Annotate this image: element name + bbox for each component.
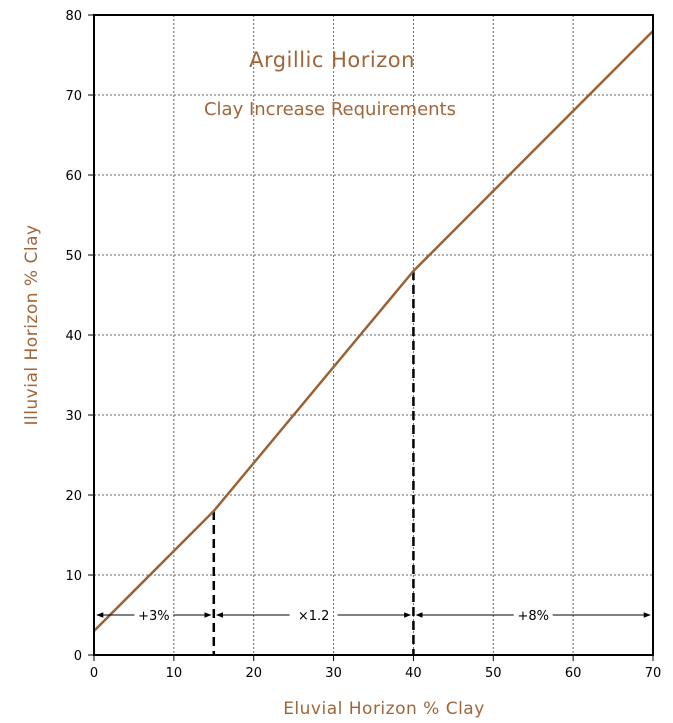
y-tick-label: 20 — [65, 489, 82, 504]
x-tick-label: 60 — [565, 666, 582, 681]
y-tick-label: 80 — [65, 9, 82, 24]
span-annotations: +3% ×1.2 +8% — [96, 609, 651, 624]
span-label: +8% — [517, 609, 549, 624]
y-tick-label: 0 — [74, 649, 82, 664]
span-label: +3% — [138, 609, 170, 624]
y-tick-label: 30 — [65, 409, 82, 424]
span-annotation: +3% — [96, 609, 212, 624]
y-tick-label: 70 — [65, 89, 82, 104]
breakpoint-drop-lines — [212, 271, 415, 655]
y-axis-title: Illuvial Horizon % Clay — [22, 224, 42, 425]
x-axis: 0 10 20 30 40 50 60 70 — [90, 655, 661, 681]
x-tick-label: 0 — [90, 666, 98, 681]
x-tick-label: 50 — [485, 666, 502, 681]
span-label: ×1.2 — [298, 609, 330, 624]
x-tick-label: 30 — [325, 666, 342, 681]
x-tick-label: 10 — [166, 666, 183, 681]
chart-title: Argillic Horizon — [249, 48, 415, 72]
chart-subtitle: Clay Increase Requirements — [204, 99, 456, 120]
y-tick-label: 10 — [65, 569, 82, 584]
y-tick-label: 50 — [65, 249, 82, 264]
x-tick-label: 20 — [245, 666, 262, 681]
series — [93, 30, 654, 632]
x-axis-title: Eluvial Horizon % Clay — [283, 699, 485, 719]
series-line — [93, 30, 654, 632]
span-annotation: +8% — [415, 609, 651, 624]
x-tick-label: 40 — [405, 666, 422, 681]
plot-frame — [93, 14, 654, 656]
y-tick-label: 40 — [65, 329, 82, 344]
span-annotation: ×1.2 — [216, 609, 412, 624]
y-axis: 0 10 20 30 40 50 60 70 80 — [65, 9, 94, 664]
x-tick-label: 70 — [645, 666, 662, 681]
y-tick-label: 60 — [65, 169, 82, 184]
